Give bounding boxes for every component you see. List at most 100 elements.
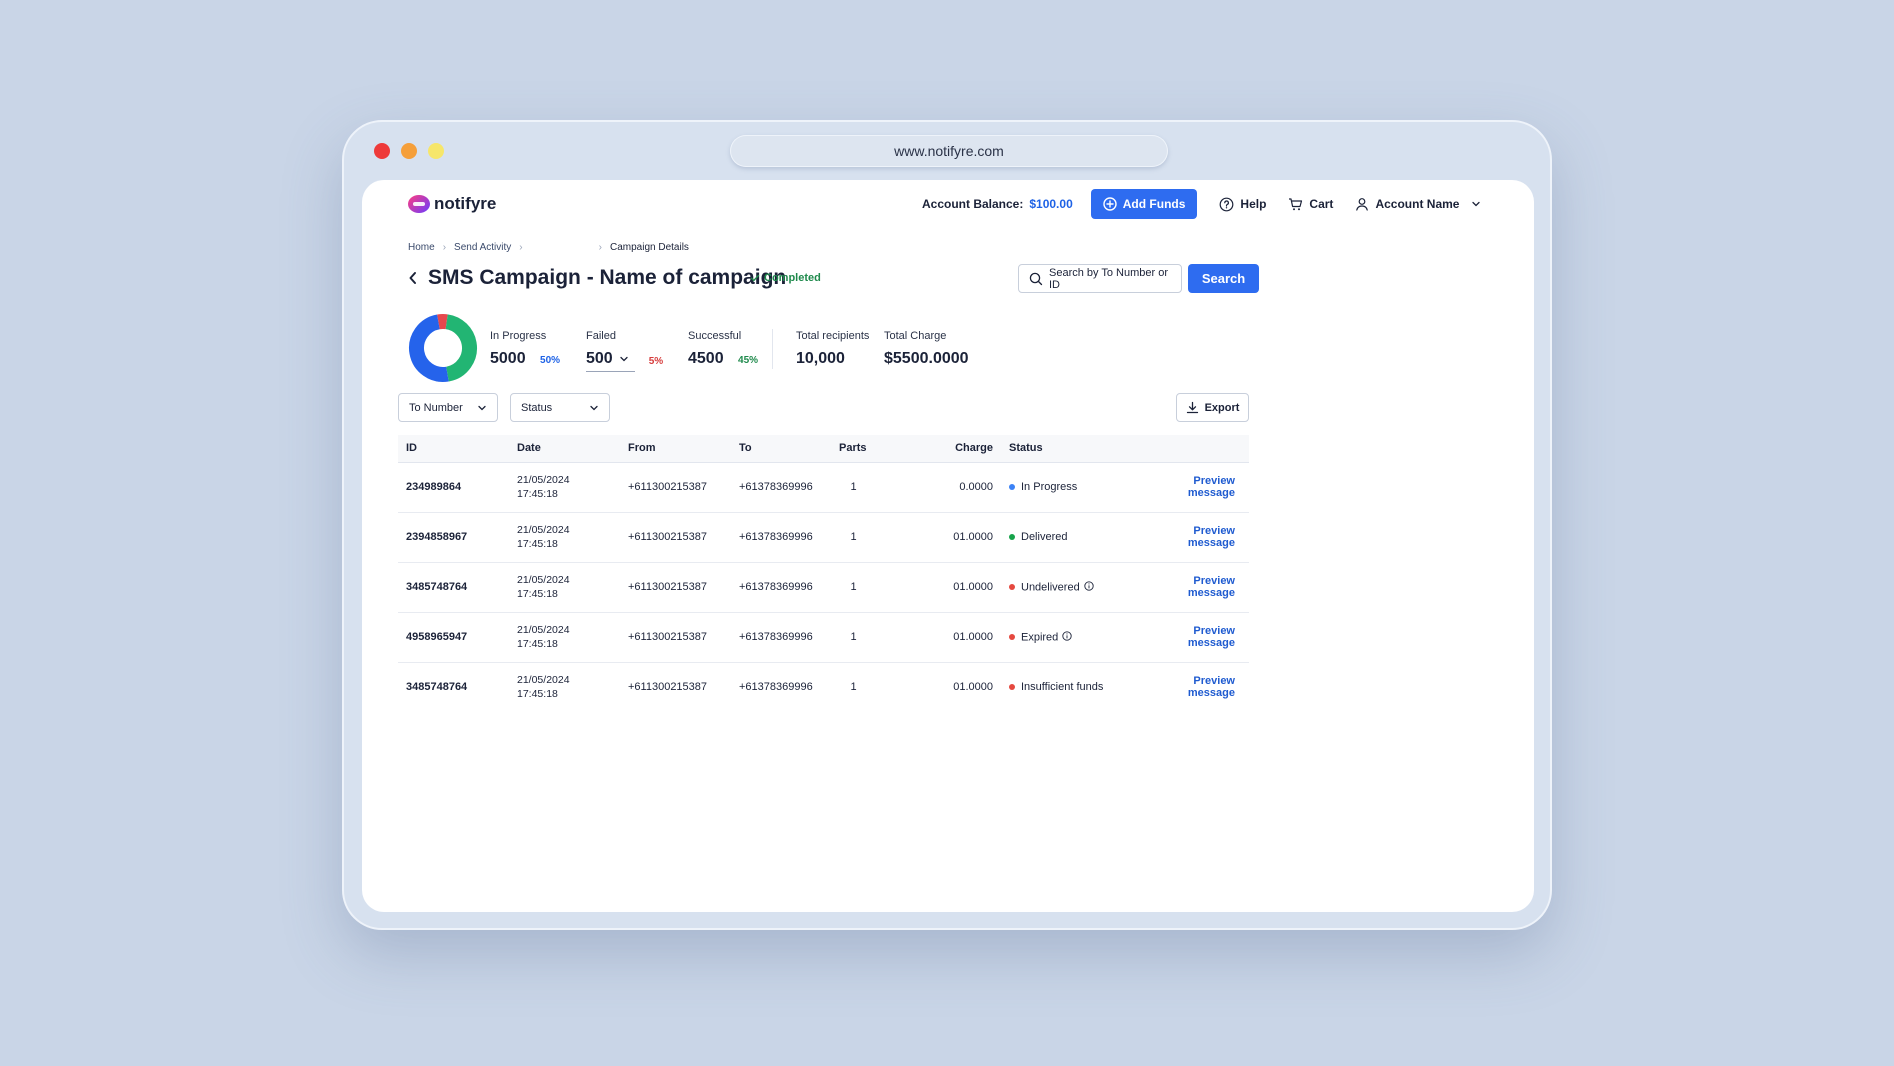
chevron-down-icon [1471,199,1481,209]
add-funds-button[interactable]: Add Funds [1090,189,1198,219]
info-icon[interactable] [1084,580,1094,594]
cell-from: +611300215387 [620,612,731,663]
cell-date-time: 17:45:18 [517,588,558,600]
stat-value: 4500 [688,350,724,367]
cell-id: 4958965947 [398,612,509,663]
window-controls [374,143,444,159]
info-icon[interactable] [1062,630,1072,644]
maximize-dot[interactable] [428,143,444,159]
stat-label: In Progress [490,330,547,342]
preview-message-link[interactable]: Preview message [1149,612,1249,663]
cell-to: +61378369996 [731,462,831,513]
cell-to: +61378369996 [739,681,813,694]
preview-message-link[interactable]: Preview message [1187,675,1235,700]
breadcrumb-current: Campaign Details [609,242,689,253]
table-row[interactable]: 4958965947 21/05/2024 17:45:18 +61130021538… [398,612,1249,663]
column-header-date[interactable]: Date [509,435,620,463]
cell-from: +611300215387 [620,562,731,613]
chevron-down-icon [619,354,629,364]
column-header-actions [1149,435,1249,463]
cart-link[interactable]: Cart [1288,197,1333,212]
download-icon [1186,401,1199,414]
table-row[interactable]: 234989864 21/05/2024 17:45:18 +611300215387… [398,462,1249,513]
back-arrow-icon[interactable] [408,271,418,285]
failed-dropdown[interactable]: 500 [586,350,635,372]
status-text: Delivered [1021,531,1068,543]
cell-date-day: 21/05/2024 [517,624,570,636]
address-bar[interactable]: www.notifyre.com [730,135,1168,167]
cell-parts: 1 [850,681,857,694]
help-link[interactable]: Help [1219,197,1266,212]
cell-from: +611300215387 [620,462,731,513]
status-text: Expired [1021,630,1059,643]
cell-date-time: 17:45:18 [517,688,558,701]
column-header-charge[interactable]: Charge [876,435,1001,463]
minimize-dot[interactable] [401,143,417,159]
table-body: 234989864 21/05/2024 17:45:18 +611300215387… [398,462,1249,712]
stat-total-charge: Total Charge $5500.0000 [884,330,969,368]
breadcrumb-home[interactable]: Home [408,242,435,253]
column-header-from[interactable]: From [620,435,731,463]
cell-to: +61378369996 [731,512,831,563]
cell-from: +611300215387 [628,681,708,694]
breadcrumb-send-activity[interactable]: Send Activity [454,242,512,253]
logo-text: notifyre [434,194,497,213]
cell-id: 234989864 [398,462,509,513]
stat-value: $5500.0000 [884,350,969,367]
status-text: In Progress [1021,481,1078,493]
search-button[interactable]: Search [1188,264,1259,293]
preview-message-link[interactable]: Preview message [1149,562,1249,613]
stat-successful: Successful 4500 45% [688,330,758,368]
table-row[interactable]: 2394858967 21/05/2024 17:45:18 +61130021538… [398,512,1249,563]
export-button[interactable]: Export [1176,393,1249,422]
logo[interactable]: notifyre [408,194,496,214]
cell-parts: 1 [831,462,876,513]
close-dot[interactable] [374,143,390,159]
account-menu[interactable]: Account Name [1355,197,1481,211]
column-header-to[interactable]: To [731,435,831,463]
cart-icon [1288,197,1303,212]
cell-from: +611300215387 [620,512,731,563]
help-icon [1219,197,1234,212]
status-filter[interactable]: Status [510,393,610,422]
balance-value: $100.00 [1029,197,1073,211]
table-row[interactable]: 3485748764 21/05/2024 17:45:18 +61130021538… [398,662,1249,712]
chevron-right-icon: › [519,242,523,253]
status-dot [1009,484,1015,491]
status-dot [1009,684,1015,691]
cell-id: 2394858967 [398,512,509,563]
filter-label: To Number [409,401,463,414]
chevron-down-icon [477,403,487,413]
search-icon [1029,272,1043,286]
status-dot [1009,534,1015,541]
stat-percent: 45% [738,355,759,366]
page-title: SMS Campaign - Name of campaign [428,266,787,289]
preview-message-link[interactable]: Preview message [1149,512,1249,563]
stat-value: 5000 [490,350,526,367]
stat-value: 500 [586,350,613,367]
stat-label: Successful [688,330,742,342]
search-input[interactable]: Search by To Number or ID [1018,264,1182,293]
add-funds-label: Add Funds [1122,197,1186,211]
table-row[interactable]: 3485748764 21/05/2024 17:45:18 +61130021538… [398,562,1249,613]
stat-value: 10,000 [796,350,845,367]
check-icon [750,273,760,283]
cell-date-day: 21/05/2024 [517,674,570,687]
column-header-id[interactable]: ID [398,435,509,463]
to-number-filter[interactable]: To Number [398,393,498,422]
cell-charge: 0.0000 [876,462,1001,513]
status-badge-label: Completed [764,272,821,284]
cell-charge: 01.0000 [876,562,1001,613]
preview-message-link[interactable]: Preview message [1149,462,1249,513]
cell-charge: 01.0000 [953,681,993,694]
cell-date: 21/05/2024 17:45:18 [509,662,620,712]
cell-charge: 01.0000 [876,612,1001,663]
column-header-parts[interactable]: Parts [831,435,876,463]
chevron-right-icon: › [598,242,602,253]
search-placeholder: Search by To Number or ID [1049,266,1169,291]
account-name: Account Name [1375,197,1460,211]
stat-total-recipients: Total recipients 10,000 [796,330,869,368]
cell-date-time: 17:45:18 [517,488,558,500]
column-header-status[interactable]: Status [1001,435,1149,463]
messages-table: ID Date From To Parts Charge Status 2349… [398,435,1249,712]
